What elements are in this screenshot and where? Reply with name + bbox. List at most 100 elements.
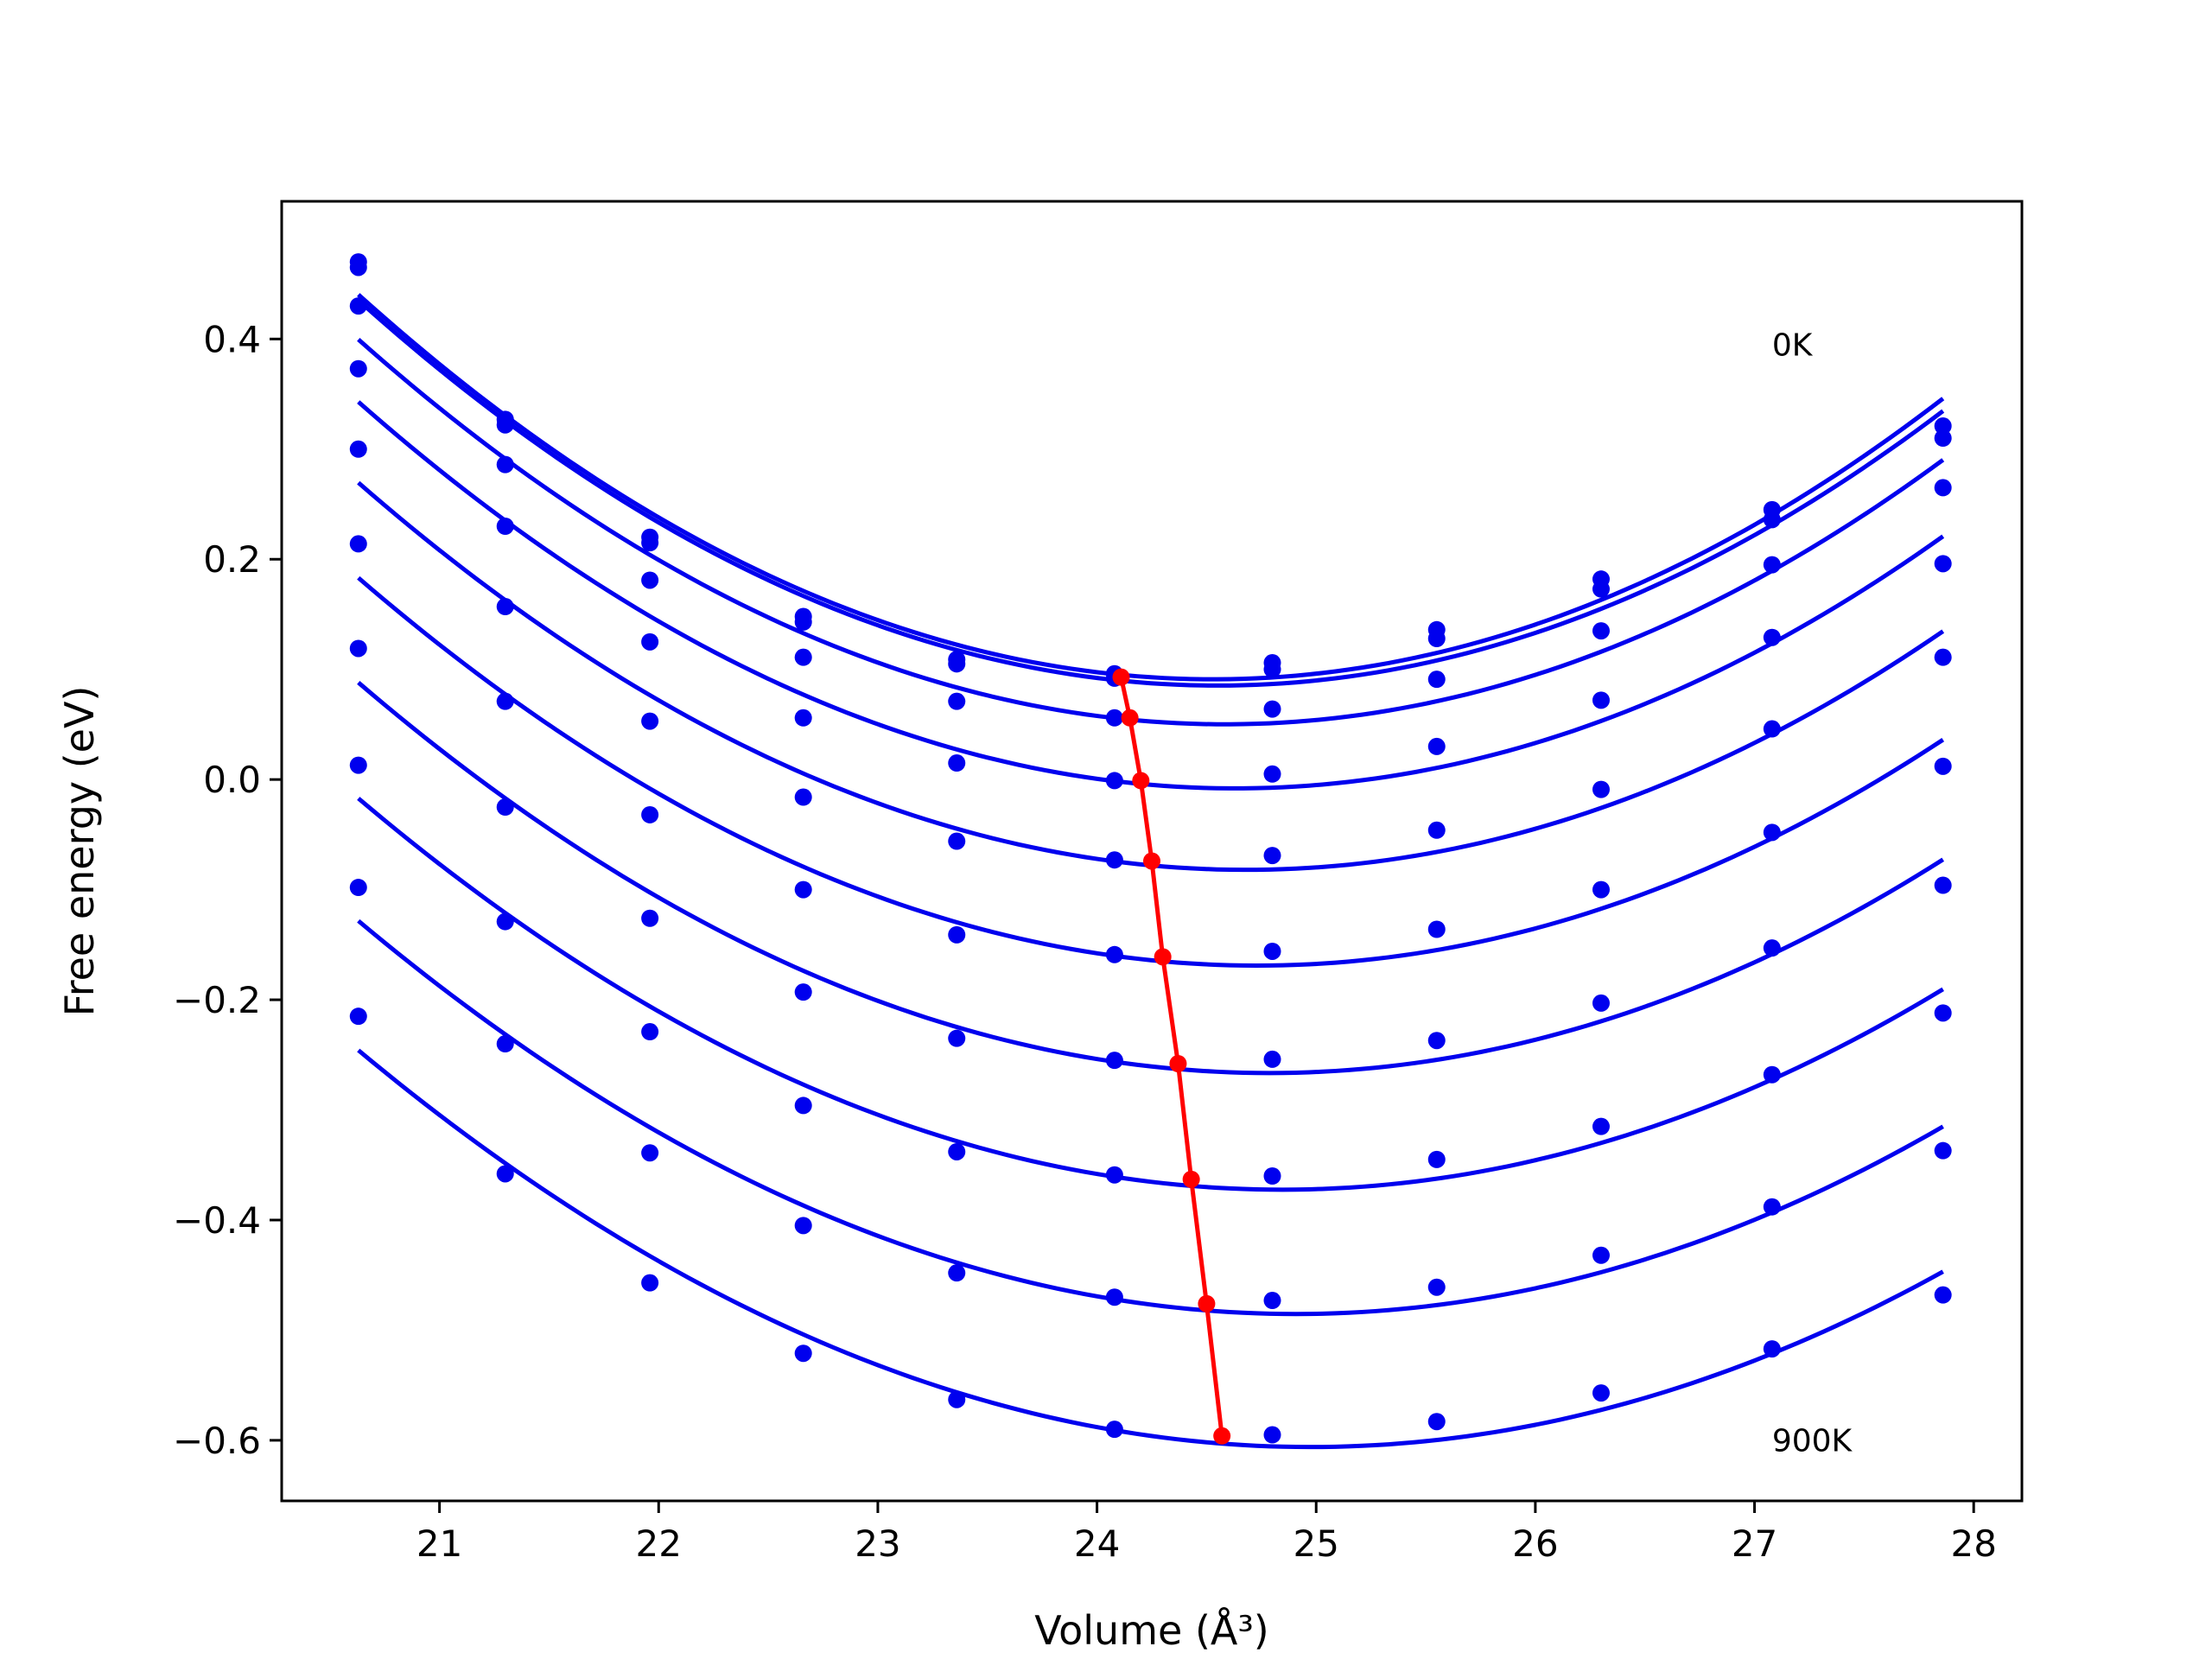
- curve-4-point-4: [948, 832, 966, 850]
- curve-5-point-3: [794, 880, 812, 899]
- curve-1-point-0: [349, 258, 367, 276]
- minima-layer: [1112, 668, 1231, 1445]
- curve-1-point-1: [496, 416, 514, 434]
- curve-5-point-4: [948, 925, 966, 944]
- curve-9-point-1: [496, 1165, 514, 1183]
- x-tick-label-22: 22: [636, 1522, 682, 1565]
- curve-4-point-7: [1427, 821, 1446, 839]
- x-tick-label-26: 26: [1512, 1522, 1558, 1565]
- curve-3: [357, 400, 1945, 791]
- curve-7-point-6: [1263, 1167, 1281, 1185]
- curve-6-point-4: [948, 1029, 966, 1047]
- y-tick-label-4: −0.4: [173, 1199, 261, 1242]
- curve-2-point-2: [641, 571, 659, 589]
- curve-3-point-8: [1592, 691, 1610, 709]
- x-tick-label-27: 27: [1732, 1522, 1777, 1565]
- plot-frame: [280, 200, 2024, 1503]
- curve-2-point-3: [794, 648, 812, 666]
- curve-8-point-10: [1934, 1141, 1952, 1160]
- curve-8-point-2: [641, 1144, 659, 1162]
- curve-3-point-3: [794, 709, 812, 727]
- curve-5-point-7: [1427, 920, 1446, 938]
- curve-9: [357, 1048, 1944, 1450]
- curve-7-point-4: [948, 1142, 966, 1160]
- curve-2-point-4: [948, 692, 966, 710]
- curve-3-point-7: [1427, 737, 1446, 755]
- curve-9-point-9: [1763, 1340, 1781, 1358]
- curve-4-point-8: [1592, 780, 1610, 798]
- curve-0: [357, 293, 1945, 682]
- curve-3-point-6: [1263, 765, 1281, 783]
- curve-7-point-1: [496, 912, 514, 931]
- curve-7-point-3: [794, 1096, 812, 1115]
- y-tick-label-0: 0.4: [203, 318, 261, 360]
- x-axis: 21 22 23 24 25 26 27 28: [416, 1501, 1997, 1565]
- curve-5-point-6: [1263, 942, 1281, 960]
- y-axis-label: Free energy (eV): [56, 686, 103, 1017]
- curve-8-point-6: [1263, 1292, 1281, 1310]
- curve-1: [357, 298, 1945, 688]
- curve-1-point-2: [641, 534, 659, 552]
- x-tick-label-25: 25: [1294, 1522, 1339, 1565]
- curve-7-point-10: [1934, 1004, 1952, 1022]
- curve-7: [357, 797, 1944, 1192]
- curve-9-point-2: [641, 1274, 659, 1292]
- curve-6-point-0: [349, 639, 367, 658]
- curve-9-point-3: [794, 1344, 812, 1363]
- curve-5-point-9: [1763, 823, 1781, 842]
- curve-1-point-8: [1592, 580, 1610, 598]
- curve-6-point-7: [1427, 1032, 1446, 1050]
- curve-3-point-2: [641, 632, 659, 651]
- curve-2-point-6: [1263, 700, 1281, 718]
- curve-2: [357, 337, 1945, 727]
- curves-layer: [357, 293, 1945, 1450]
- y-axis: 0.4 0.2 0.0 −0.2 −0.4 −0.6: [173, 318, 282, 1462]
- curve-6-point-1: [496, 798, 514, 817]
- curve-9-point-7: [1427, 1413, 1446, 1431]
- minimum-point-7: [1198, 1294, 1216, 1313]
- curve-1-point-10: [1934, 429, 1952, 448]
- curve-9-point-0: [349, 1007, 367, 1026]
- curve-3-point-0: [349, 359, 367, 378]
- curve-4-point-3: [794, 788, 812, 806]
- curve-5: [357, 575, 1945, 969]
- curve-7-point-2: [641, 1023, 659, 1041]
- curve-5-point-10: [1934, 757, 1952, 775]
- curve-2-point-7: [1427, 671, 1446, 689]
- curve-6-point-10: [1934, 876, 1952, 894]
- curve-8-point-5: [1105, 1288, 1123, 1306]
- curve-8: [357, 918, 1944, 1317]
- minimum-point-6: [1182, 1170, 1200, 1188]
- curve-8-point-7: [1427, 1278, 1446, 1296]
- curve-4-point-10: [1934, 648, 1952, 666]
- curve-6-point-5: [1105, 1052, 1123, 1070]
- curve-7-point-9: [1763, 1065, 1781, 1084]
- curve-9-point-5: [1105, 1421, 1123, 1439]
- annotation-0k: 0K: [1772, 327, 1814, 363]
- curve-7-point-5: [1105, 1166, 1123, 1184]
- y-tick-label-5: −0.6: [173, 1420, 261, 1462]
- x-tick-label-23: 23: [855, 1522, 900, 1565]
- minimum-point-3: [1143, 852, 1160, 870]
- minimum-point-4: [1154, 948, 1172, 966]
- y-tick-label-1: 0.2: [203, 538, 261, 581]
- minimum-point-8: [1213, 1427, 1231, 1445]
- curve-9-point-10: [1934, 1286, 1952, 1304]
- curve-5-point-1: [496, 692, 514, 710]
- curve-2-point-5: [1105, 709, 1123, 727]
- curve-5-point-0: [349, 535, 367, 553]
- curve-6-point-8: [1592, 994, 1610, 1012]
- curve-7-point-0: [349, 756, 367, 774]
- curve-6: [357, 681, 1945, 1076]
- curve-6-point-2: [641, 909, 659, 927]
- curve-3-point-10: [1934, 555, 1952, 573]
- curve-2-point-10: [1934, 479, 1952, 497]
- curve-3-point-1: [496, 518, 514, 535]
- curve-4-point-9: [1763, 720, 1781, 738]
- curve-1-point-3: [794, 613, 812, 631]
- curve-9-point-8: [1592, 1384, 1610, 1402]
- curve-7-point-7: [1427, 1150, 1446, 1168]
- curve-8-point-9: [1763, 1198, 1781, 1216]
